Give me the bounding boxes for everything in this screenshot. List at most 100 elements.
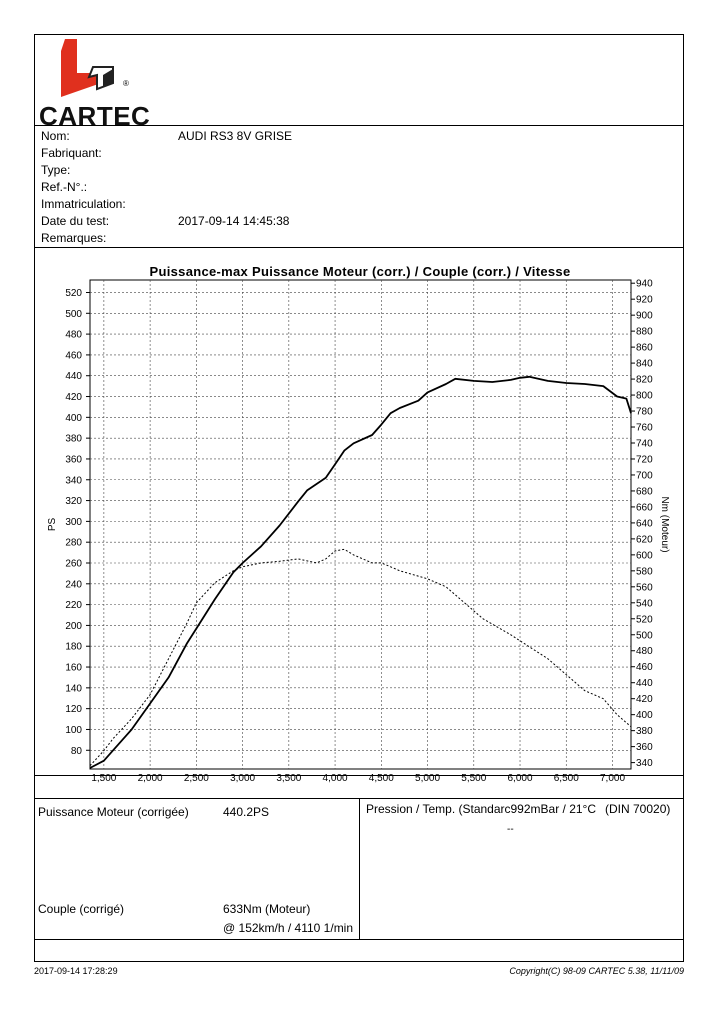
- footer-timestamp: 2017-09-14 17:28:29: [34, 966, 118, 976]
- info-label-type: Type:: [41, 163, 71, 177]
- y-tick-label: 240: [65, 579, 82, 590]
- x-tick-label: 2,000: [138, 773, 163, 784]
- y2-tick-label: 500: [636, 630, 653, 641]
- y2-tick-label: 620: [636, 534, 653, 545]
- x-tick-label: 2,500: [184, 773, 209, 784]
- x-tick-label: 4,000: [323, 773, 348, 784]
- y-tick-label: 80: [71, 746, 83, 757]
- divider: [35, 939, 683, 940]
- footer-copyright: Copyright(C) 98-09 CARTEC 5.38, 11/11/09: [509, 966, 684, 976]
- y-tick-label: 260: [65, 558, 82, 569]
- cartec-logo-text: CARTEC: [39, 101, 151, 131]
- y-axis-label: PS: [47, 518, 58, 532]
- y2-tick-label: 540: [636, 598, 653, 609]
- y2-tick-label: 880: [636, 327, 653, 338]
- power-value: 440.2PS: [223, 805, 270, 819]
- x-tick-label: 6,000: [508, 773, 533, 784]
- y2-tick-label: 700: [636, 470, 653, 481]
- x-tick-label: 6,500: [554, 773, 579, 784]
- y-tick-label: 440: [65, 371, 82, 382]
- y2-tick-label: 860: [636, 343, 653, 354]
- torque-series-line: [89, 548, 632, 767]
- cartec-logo: ® CARTEC: [37, 37, 150, 131]
- registered-mark: ®: [123, 79, 129, 88]
- y-tick-label: 320: [65, 496, 82, 507]
- y2-tick-label: 640: [636, 518, 653, 529]
- y2-tick-label: 920: [636, 295, 653, 306]
- y2-tick-label: 840: [636, 359, 653, 370]
- y-tick-label: 340: [65, 475, 82, 486]
- torque-value: 633Nm (Moteur): [223, 902, 311, 916]
- y2-tick-label: 660: [636, 502, 653, 513]
- x-tick-label: 3,500: [276, 773, 301, 784]
- y2-tick-label: 740: [636, 439, 653, 450]
- y2-tick-label: 940: [636, 279, 653, 290]
- y2-tick-label: 440: [636, 678, 653, 689]
- y-tick-label: 380: [65, 434, 82, 445]
- y-tick-label: 100: [65, 725, 82, 736]
- report-frame: ® CARTEC Nom: AUDI RS3 8V GRISE Fabriqua…: [34, 34, 684, 962]
- pressure-label: Pression / Temp. (Standarc992mBar / 21°C: [366, 802, 597, 816]
- info-value-test-date: 2017-09-14 14:45:38: [178, 214, 290, 228]
- divider: [35, 775, 683, 776]
- y-tick-label: 300: [65, 517, 82, 528]
- y-tick-label: 360: [65, 454, 82, 465]
- standard-label: (DIN 70020): [605, 802, 671, 816]
- results-divider: [359, 798, 360, 939]
- y-tick-label: 480: [65, 330, 82, 341]
- y2-axis-label: Nm (Moteur): [659, 496, 670, 552]
- y2-tick-label: 420: [636, 694, 653, 705]
- y2-tick-label: 400: [636, 710, 653, 721]
- y-tick-label: 280: [65, 538, 82, 549]
- y-tick-label: 200: [65, 621, 82, 632]
- x-tick-label: 1,500: [91, 773, 116, 784]
- info-label-manufacturer: Fabriquant:: [41, 146, 102, 160]
- y2-tick-label: 600: [636, 550, 653, 561]
- y-tick-label: 160: [65, 663, 82, 674]
- y-tick-label: 520: [65, 288, 82, 299]
- y2-tick-label: 560: [636, 582, 653, 593]
- y-tick-label: 140: [65, 683, 82, 694]
- y-tick-label: 420: [65, 392, 82, 403]
- info-label-registration: Immatriculation:: [41, 197, 126, 211]
- x-tick-label: 5,000: [415, 773, 440, 784]
- y2-tick-label: 580: [636, 566, 653, 577]
- torque-detail: @ 152km/h / 4110 1/min: [223, 921, 354, 935]
- y2-tick-label: 820: [636, 375, 653, 386]
- y2-tick-label: 380: [636, 726, 653, 737]
- info-label-ref: Ref.-N°.:: [41, 180, 88, 194]
- y2-tick-label: 900: [636, 311, 653, 322]
- power-label: Puissance Moteur (corrigée): [38, 805, 189, 819]
- y2-tick-label: 780: [636, 407, 653, 418]
- y2-tick-label: 680: [636, 486, 653, 497]
- x-tick-label: 3,000: [230, 773, 255, 784]
- y2-tick-label: 460: [636, 662, 653, 673]
- y2-tick-label: 340: [636, 758, 653, 769]
- divider: [35, 247, 683, 248]
- x-tick-label: 4,500: [369, 773, 394, 784]
- power-series-line: [89, 375, 632, 769]
- cartec-logo-mark-icon: [61, 39, 114, 97]
- y-tick-label: 400: [65, 413, 82, 424]
- y2-tick-label: 800: [636, 391, 653, 402]
- info-label-name: Nom:: [41, 129, 70, 143]
- y2-tick-label: 720: [636, 454, 653, 465]
- info-label-remarks: Remarques:: [41, 231, 107, 245]
- y-tick-label: 120: [65, 704, 82, 715]
- y-tick-label: 180: [65, 642, 82, 653]
- y2-tick-label: 760: [636, 423, 653, 434]
- y2-tick-label: 480: [636, 646, 653, 657]
- y-tick-label: 220: [65, 600, 82, 611]
- torque-label: Couple (corrigé): [38, 902, 125, 916]
- chart-title: Puissance-max Puissance Moteur (corr.) /…: [149, 264, 571, 279]
- pressure-dash: --: [507, 824, 514, 835]
- divider: [35, 125, 683, 126]
- y-tick-label: 500: [65, 309, 82, 320]
- y-tick-label: 460: [65, 350, 82, 361]
- y2-tick-label: 520: [636, 614, 653, 625]
- x-tick-label: 7,000: [600, 773, 625, 784]
- info-value-name: AUDI RS3 8V GRISE: [178, 129, 293, 143]
- info-label-test-date: Date du test:: [41, 214, 110, 228]
- plot-area: [89, 279, 632, 770]
- dyno-chart: 1,500 2,000 2,500 3,000 3,500 4,000 4,500 5,000…: [47, 279, 670, 784]
